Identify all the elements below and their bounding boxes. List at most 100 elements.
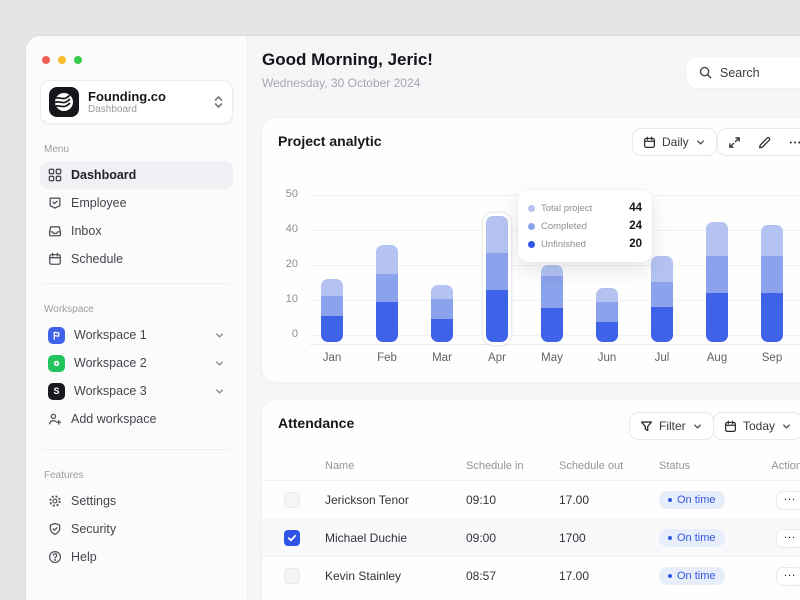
- bar-jan[interactable]: [321, 279, 343, 342]
- tooltip-value: 44: [629, 202, 642, 214]
- sidebar-item-schedule[interactable]: Schedule: [40, 245, 233, 273]
- main-content: Good Morning, Jeric! Wednesday, 30 Octob…: [248, 36, 800, 600]
- column-header-name: Name: [325, 460, 355, 472]
- employee-name: Kevin Stainley: [325, 568, 402, 583]
- date-range-select[interactable]: Today: [713, 412, 800, 440]
- sidebar-item-help[interactable]: Help: [40, 543, 233, 571]
- window-controls: [42, 56, 233, 64]
- bar-segment-completed: [431, 299, 453, 320]
- table-body: Jerickson Tenor 09:10 17.00 On time... Micha…: [262, 480, 800, 594]
- status-badge: On time: [659, 528, 725, 547]
- org-switcher[interactable]: Founding.co Dashboard: [40, 80, 233, 124]
- close-window-button[interactable]: [42, 56, 50, 64]
- bar-segment-total-project: [486, 216, 508, 254]
- row-actions-button[interactable]: ...: [776, 566, 800, 586]
- calendar-icon: [725, 420, 736, 432]
- employee-name: Jerickson Tenor: [325, 492, 409, 507]
- column-header-status: Status: [659, 460, 691, 472]
- inbox-icon: [48, 226, 62, 237]
- sidebar-item-workspace-3[interactable]: S Workspace 3: [40, 377, 233, 405]
- x-tick-label: Aug: [706, 352, 728, 364]
- more-options-icon[interactable]: [788, 136, 800, 149]
- x-tick-label: Jan: [322, 352, 342, 364]
- x-tick-label: May: [541, 352, 563, 364]
- grid-icon: [48, 168, 62, 182]
- tooltip-label: Unfinished: [541, 238, 586, 250]
- tooltip-row: Total project 44: [528, 199, 642, 217]
- bar-segment-unfinished: [541, 307, 563, 342]
- minimize-window-button[interactable]: [58, 56, 66, 64]
- sidebar-item-settings[interactable]: Settings: [40, 487, 233, 515]
- sidebar: Founding.co Dashboard Menu Dashboard Emp…: [26, 36, 248, 600]
- chevron-up-down-icon: [214, 96, 223, 108]
- schedule-in: 09:10: [466, 492, 497, 507]
- y-tick-label: 20: [285, 258, 298, 270]
- row-actions-button[interactable]: ...: [776, 528, 800, 548]
- tooltip-label: Total project: [541, 202, 593, 214]
- period-select[interactable]: Daily: [632, 128, 717, 156]
- app-window: Founding.co Dashboard Menu Dashboard Emp…: [26, 36, 800, 600]
- bar-segment-unfinished: [706, 293, 728, 342]
- search-input[interactable]: Search: [687, 57, 800, 88]
- chart-baseline: [310, 344, 800, 345]
- bar-segment-total-project: [541, 265, 563, 277]
- calendar-icon: [49, 252, 61, 265]
- sidebar-item-label: Dashboard: [71, 168, 137, 182]
- sidebar-divider: [42, 449, 231, 450]
- bar-may[interactable]: [541, 265, 563, 342]
- org-logo-icon: [49, 87, 79, 117]
- chart-toolbar: [717, 128, 800, 156]
- bar-segment-completed: [761, 256, 783, 294]
- tooltip-label: Completed: [541, 220, 587, 232]
- flag-icon: [48, 326, 65, 344]
- bar-segment-unfinished: [596, 322, 618, 342]
- row-checkbox[interactable]: [284, 491, 300, 508]
- x-tick-label: Apr: [488, 352, 506, 364]
- row-checkbox[interactable]: [284, 529, 300, 546]
- sidebar-item-security[interactable]: Security: [40, 515, 233, 543]
- sidebar-item-workspace-1[interactable]: Workspace 1: [40, 321, 233, 349]
- bar-segment-total-project: [431, 285, 453, 300]
- filter-button[interactable]: Filter: [629, 412, 714, 440]
- bar-feb[interactable]: [376, 245, 398, 342]
- bar-segment-unfinished: [486, 290, 508, 342]
- schedule-in: 09:00: [466, 530, 497, 545]
- chevron-down-icon: [216, 360, 223, 366]
- x-tick-label: Jun: [597, 352, 617, 364]
- sidebar-item-dashboard[interactable]: Dashboard: [40, 161, 233, 189]
- y-tick-label: 40: [285, 223, 298, 235]
- table-row: Kevin Stainley 08:57 17.00 On time...: [262, 556, 800, 594]
- bar-jun[interactable]: [596, 288, 618, 342]
- bar-segment-unfinished: [431, 319, 453, 342]
- sidebar-item-workspace-2[interactable]: Workspace 2: [40, 349, 233, 377]
- sidebar-item-label: Workspace 1: [74, 328, 147, 342]
- status-dot-icon: [668, 497, 672, 502]
- bar-aug[interactable]: [706, 222, 728, 342]
- schedule-out: 17.00: [559, 492, 590, 507]
- bar-segment-completed: [651, 281, 673, 308]
- status-label: On time: [677, 569, 716, 582]
- bar-jul[interactable]: [651, 256, 673, 342]
- table-row: Michael Duchie 09:00 1700 On time...: [262, 518, 800, 556]
- bar-segment-total-project: [321, 279, 343, 297]
- sidebar-item-inbox[interactable]: Inbox: [40, 217, 233, 245]
- bar-segment-completed: [706, 256, 728, 294]
- table-header-row: Name Schedule in Schedule out Status Act…: [262, 452, 800, 480]
- status-label: On time: [677, 493, 716, 506]
- maximize-window-button[interactable]: [74, 56, 82, 64]
- sidebar-item-label: Inbox: [71, 224, 102, 238]
- bar-mar[interactable]: [431, 285, 453, 342]
- bar-sep[interactable]: [761, 225, 783, 342]
- attendance-table: Name Schedule in Schedule out Status Act…: [262, 452, 800, 594]
- chart-plot: [321, 199, 800, 342]
- row-actions-button[interactable]: ...: [776, 490, 800, 510]
- bar-segment-completed: [486, 253, 508, 291]
- sidebar-item-employee[interactable]: Employee: [40, 189, 233, 217]
- bar-segment-total-project: [376, 245, 398, 274]
- y-tick-label: 10: [285, 293, 298, 305]
- bar-apr[interactable]: [486, 216, 508, 342]
- add-workspace-button[interactable]: Add workspace: [40, 405, 233, 433]
- edit-icon[interactable]: [758, 136, 771, 149]
- expand-icon[interactable]: [728, 136, 741, 149]
- row-checkbox[interactable]: [284, 567, 300, 584]
